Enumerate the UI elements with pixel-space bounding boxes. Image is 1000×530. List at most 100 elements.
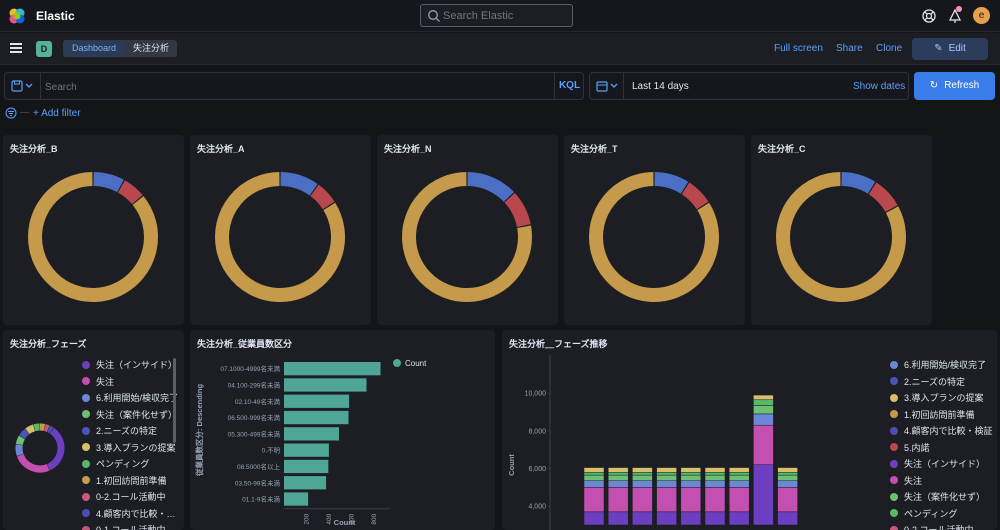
stacked-bar-segment[interactable] <box>656 511 677 526</box>
elastic-logo-icon[interactable] <box>8 7 26 25</box>
donut-chart[interactable] <box>23 167 163 307</box>
full-screen-button[interactable]: Full screen <box>774 43 823 54</box>
user-avatar[interactable]: e <box>973 7 990 24</box>
edit-button[interactable]: ✎ Edit <box>912 38 988 60</box>
breadcrumb-dashboard[interactable]: Dashboard <box>63 40 130 57</box>
bar[interactable] <box>284 378 367 392</box>
donut-segment[interactable] <box>15 435 25 446</box>
bar[interactable] <box>284 443 329 457</box>
stacked-bar-segment[interactable] <box>656 480 677 488</box>
donut-segment[interactable] <box>402 172 532 302</box>
stacked-bar-segment[interactable] <box>777 480 798 488</box>
stacked-bar-segment[interactable] <box>704 480 726 488</box>
help-icon[interactable] <box>920 7 938 25</box>
stacked-bar-segment[interactable] <box>704 474 726 481</box>
legend-item[interactable]: 失注（案件化せず） <box>890 490 985 503</box>
stacked-bar-segment[interactable] <box>753 405 774 415</box>
legend-item[interactable]: 5.内諾 <box>890 441 930 454</box>
donut-segment[interactable] <box>47 425 54 434</box>
stacked-bar-segment[interactable] <box>632 487 653 513</box>
stacked-bar-segment[interactable] <box>607 467 629 473</box>
stacked-bar-segment[interactable] <box>753 413 774 426</box>
stacked-bar-segment[interactable] <box>753 399 774 406</box>
donut-segment[interactable] <box>310 184 335 210</box>
bar[interactable] <box>284 459 329 474</box>
legend-item[interactable]: 失注（インサイド） <box>82 358 177 371</box>
legend-item[interactable]: 0-1.コール活動中 <box>82 523 166 530</box>
legend-item[interactable]: 0-2.コール活動中 <box>890 523 974 530</box>
share-button[interactable]: Share <box>836 43 863 54</box>
stacked-bar-segment[interactable] <box>607 474 629 481</box>
donut-chart[interactable] <box>397 167 537 307</box>
stacked-bar-segment[interactable] <box>704 487 726 513</box>
stacked-bar-segment[interactable] <box>583 511 605 526</box>
stacked-bar-segment[interactable] <box>583 474 605 481</box>
legend-item[interactable]: 失注 <box>82 375 114 388</box>
stacked-bar-segment[interactable] <box>728 480 750 488</box>
clone-button[interactable]: Clone <box>876 43 903 54</box>
stacked-bar-segment[interactable] <box>680 472 702 476</box>
donut-segment[interactable] <box>467 172 514 202</box>
donut-segment[interactable] <box>25 424 36 435</box>
refresh-button[interactable]: ↻ Refresh <box>914 72 995 100</box>
stacked-bar-segment[interactable] <box>656 467 677 473</box>
donut-segment[interactable] <box>504 192 531 228</box>
quick-select-menu[interactable] <box>590 73 624 99</box>
donut-segment[interactable] <box>654 172 689 194</box>
legend-item[interactable]: 1.初回訪問前準備 <box>82 474 167 487</box>
donut-segment[interactable] <box>46 427 65 471</box>
stacked-bar-segment[interactable] <box>753 464 774 526</box>
stacked-bar-segment[interactable] <box>704 472 726 476</box>
stacked-bar-segment[interactable] <box>704 511 726 526</box>
stacked-bar-segment[interactable] <box>728 474 750 481</box>
donut-chart[interactable] <box>584 167 724 307</box>
stacked-bar-segment[interactable] <box>680 467 702 473</box>
legend-item[interactable]: 4.顧客内で比較・検証 <box>890 424 993 437</box>
legend-item[interactable]: 失注（インサイド） <box>890 457 985 470</box>
legend-item[interactable]: 3.導入プランの提案 <box>82 441 176 454</box>
space-avatar[interactable]: D <box>36 41 52 57</box>
donut-segment[interactable] <box>117 180 143 205</box>
kql-toggle[interactable]: KQL <box>554 73 584 99</box>
legend-item[interactable]: 4.顧客内で比較・… <box>82 507 176 520</box>
phase-donut-chart[interactable] <box>10 418 70 478</box>
stacked-bar-segment[interactable] <box>583 487 605 513</box>
stacked-bar-segment[interactable] <box>607 472 629 476</box>
query-input[interactable] <box>45 79 515 95</box>
time-range-label[interactable]: Last 14 days <box>632 81 689 92</box>
stacked-bar-segment[interactable] <box>680 511 702 526</box>
bar[interactable] <box>284 362 381 376</box>
donut-segment[interactable] <box>280 172 318 196</box>
bar[interactable] <box>284 410 349 425</box>
legend-item[interactable]: 2.ニーズの特定 <box>890 375 965 388</box>
stacked-bar-segment[interactable] <box>704 467 726 473</box>
phase-trend-chart[interactable]: 4,000 6,000 8,000 10,000 Count <box>502 350 882 530</box>
legend-item[interactable]: 3.導入プランの提案 <box>890 391 984 404</box>
legend-label[interactable]: Count <box>405 359 427 368</box>
donut-segment[interactable] <box>93 172 124 193</box>
legend-item[interactable]: 2.ニーズの特定 <box>82 424 157 437</box>
bar[interactable] <box>284 427 339 441</box>
legend-item[interactable]: 1.初回訪問前準備 <box>890 408 975 421</box>
stacked-bar-segment[interactable] <box>777 474 798 481</box>
stacked-bar-segment[interactable] <box>632 511 653 526</box>
stacked-bar-segment[interactable] <box>632 467 653 473</box>
donut-segment[interactable] <box>15 444 24 456</box>
donut-segment[interactable] <box>43 424 50 432</box>
donut-chart[interactable] <box>771 167 911 307</box>
stacked-bar-segment[interactable] <box>656 472 677 476</box>
stacked-bar-segment[interactable] <box>583 480 605 488</box>
show-dates-button[interactable]: Show dates <box>853 81 906 92</box>
donut-segment[interactable] <box>776 172 906 302</box>
stacked-bar-segment[interactable] <box>680 474 702 481</box>
stacked-bar-segment[interactable] <box>656 474 677 481</box>
stacked-bar-segment[interactable] <box>777 511 798 526</box>
donut-segment[interactable] <box>33 423 40 432</box>
stacked-bar-segment[interactable] <box>728 467 750 473</box>
legend-scrollbar[interactable] <box>173 358 176 443</box>
global-search[interactable] <box>420 4 573 27</box>
legend-item[interactable]: 失注 <box>890 474 922 487</box>
stacked-bar-segment[interactable] <box>777 472 798 476</box>
legend-item[interactable]: 6.利用開始/検収完了 <box>890 358 986 371</box>
donut-segment[interactable] <box>841 172 876 194</box>
